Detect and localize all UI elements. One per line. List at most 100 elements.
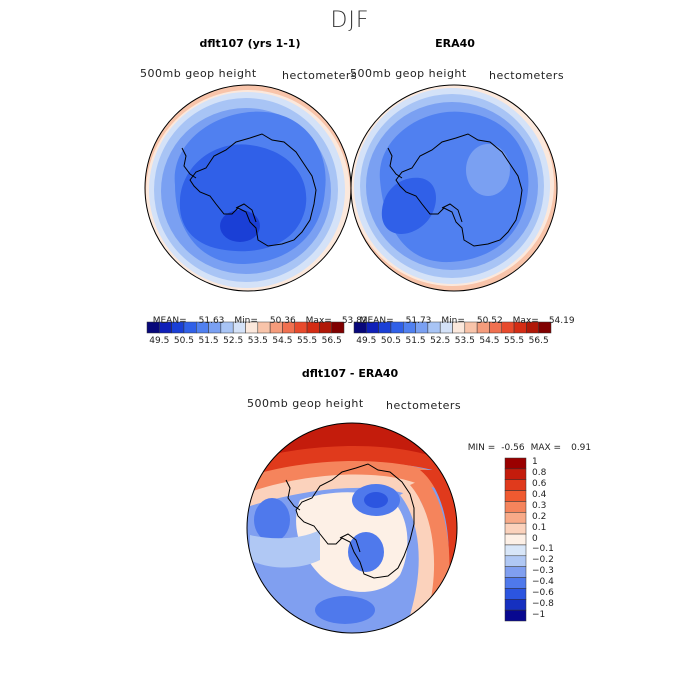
panel1-min-label: Min= <box>234 316 258 326</box>
panel3-stats: MIN = -0.56 MAX = 0.91 <box>462 433 591 453</box>
map2-fill-ring6 <box>381 177 436 234</box>
colorbar-diff-swatch <box>504 468 527 480</box>
map2-fill-high <box>466 144 510 196</box>
map3-boundary <box>246 422 458 634</box>
map1-ross-shelf <box>235 203 257 223</box>
colorbar-diff-tick-label: 0 <box>532 533 538 544</box>
panel2-stats: MEAN= 51.73 Min= 50.52 Max= 54.19 <box>354 306 575 326</box>
colorbar-diff-swatch <box>504 609 527 622</box>
colorbar-panel1-tick-label: 56.5 <box>321 336 342 346</box>
map2-peninsula-coastline <box>387 147 403 179</box>
colorbar-diff-tick-label: −0.2 <box>532 555 554 566</box>
colorbar-panel2-tick-label: 53.5 <box>454 336 475 346</box>
panel1-stats: MEAN= 51.63 Min= 50.36 Max= 53.82 <box>147 306 368 326</box>
map2-polar-plot <box>350 84 558 292</box>
colorbar-diff-swatch <box>504 457 527 470</box>
colorbar-diff-tick-label: −0.8 <box>532 598 554 609</box>
colorbar-diff-tick-label: 0.3 <box>532 500 547 511</box>
colorbar-diff-tick-label: 0.6 <box>532 479 547 490</box>
colorbar-diff-swatch <box>504 577 527 589</box>
panel1-mean-label: MEAN= <box>152 316 187 326</box>
colorbar-diff-tick-label: 0.1 <box>532 522 547 533</box>
colorbar-panel2-tick-label: 50.5 <box>380 336 401 346</box>
panel3-units-label: hectometers <box>386 399 462 412</box>
colorbar-diff-swatch <box>504 512 527 524</box>
map3-fill-blob-a-core <box>364 492 388 508</box>
map3-fill-right-pale <box>400 488 435 615</box>
panel3-title: dflt107 - ERA40 <box>301 367 399 380</box>
map1-antarctica-coastline <box>189 133 317 247</box>
colorbar-panel2-tick-label: 54.5 <box>479 336 500 346</box>
colorbar-panel1-tick-label: 52.5 <box>223 336 244 346</box>
map2-antarctica-coastline <box>395 133 523 247</box>
colorbar-diff-swatch <box>504 599 527 611</box>
panel1-mean-value: 51.63 <box>198 316 225 326</box>
colorbar-panel1-tick-label: 53.5 <box>247 336 268 346</box>
panel2-mean-label: MEAN= <box>359 316 394 326</box>
colorbar-panel1-tick-label: 51.5 <box>198 336 219 346</box>
colorbar-diff-swatch <box>504 533 527 546</box>
colorbar-diff-swatch <box>504 555 527 567</box>
colorbar-diff-swatch <box>504 566 527 578</box>
colorbar-diff <box>504 457 527 622</box>
panel1-max-value: 53.82 <box>341 316 368 326</box>
colorbar-diff-tick-label: −0.1 <box>532 544 554 555</box>
panel3-max-label: MAX = <box>530 443 562 453</box>
colorbar-panel1-swatch <box>331 321 345 334</box>
panel3-min-value: -0.56 <box>501 443 525 453</box>
panel3-variable-label: 500mb geop height <box>247 397 364 410</box>
colorbar-diff-tick-label: −0.6 <box>532 587 554 598</box>
map3-fill-top-orange <box>250 461 457 500</box>
panel3-max-value: 0.91 <box>571 443 592 453</box>
map3-ross-shelf <box>339 533 361 553</box>
panel2-variable-label: 500mb geop height <box>350 67 467 80</box>
map3-fill-blob-d <box>315 596 375 624</box>
map3-antarctica-coastline <box>295 463 415 579</box>
colorbar-panel1-tick-label: 50.5 <box>173 336 194 346</box>
panel3-min-label: MIN = <box>467 443 496 453</box>
panel2-max-value: 54.19 <box>548 316 575 326</box>
map1-fill-min <box>220 210 260 242</box>
map3-polar-plot <box>246 422 458 634</box>
colorbar-panel1-tick-label: 49.5 <box>149 336 170 346</box>
panel2-mean-value: 51.73 <box>405 316 432 326</box>
colorbar-panel2-tick-label: 51.5 <box>405 336 426 346</box>
panel1-units-label: hectometers <box>282 69 358 82</box>
map3-fill-band-light <box>250 530 320 568</box>
panel1-min-value: 50.36 <box>269 316 296 326</box>
map1-peninsula-coastline <box>181 147 197 179</box>
colorbar-diff-tick-label: 0.2 <box>532 511 547 522</box>
map2-ross-shelf <box>441 203 463 223</box>
panel2-units-label: hectometers <box>489 69 565 82</box>
colorbar-diff-tick-label: −1 <box>532 609 546 620</box>
colorbar-diff-tick-label: 1 <box>532 457 538 468</box>
map3-fill-blob-b <box>254 498 290 542</box>
panel2-min-value: 50.52 <box>476 316 503 326</box>
colorbar-panel1-tick-label: 55.5 <box>297 336 318 346</box>
colorbar-panel2 <box>353 321 552 334</box>
colorbar-panel2-tick-label: 56.5 <box>528 336 549 346</box>
colorbar-panel1-tick-label: 54.5 <box>272 336 293 346</box>
colorbar-panel2-tick-label: 49.5 <box>356 336 377 346</box>
map2-boundary <box>350 84 558 292</box>
map3-fill-top-pale <box>250 474 430 506</box>
figure-title: DJF <box>330 8 370 33</box>
colorbar-panel1 <box>146 321 345 334</box>
panel1-variable-label: 500mb geop height <box>140 67 257 80</box>
colorbar-diff-tick-label: −0.4 <box>532 576 554 587</box>
colorbar-panel2-tick-label: 52.5 <box>430 336 451 346</box>
colorbar-diff-swatch <box>504 588 527 600</box>
colorbar-diff-tick-label: 0.4 <box>532 490 547 501</box>
colorbar-panel2-tick-label: 55.5 <box>504 336 525 346</box>
colorbar-panel2-swatch <box>538 321 552 334</box>
colorbar-diff-swatch <box>504 522 527 535</box>
panel2-title: ERA40 <box>435 37 475 50</box>
colorbar-diff-swatch <box>504 501 527 513</box>
colorbar-diff-tick-label: 0.8 <box>532 468 547 479</box>
map1-fill-ring6 <box>179 144 307 252</box>
colorbar-diff-swatch <box>504 544 527 557</box>
map3-fill-right-orange <box>410 478 450 610</box>
panel1-max-label: Max= <box>305 316 332 326</box>
colorbar-diff-tick-label: −0.3 <box>532 566 554 577</box>
